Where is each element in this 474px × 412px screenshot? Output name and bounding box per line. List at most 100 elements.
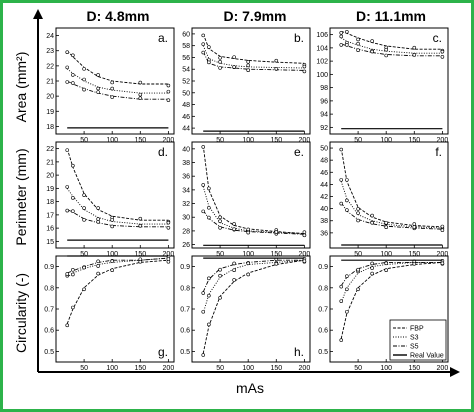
panel-f-ytick-label: 36 <box>320 230 328 237</box>
panel-c-xtick-label: 200 <box>437 137 449 144</box>
panel-a-ytick-label: 18 <box>46 124 54 131</box>
panel-g-ytick-label: 0.5 <box>44 349 54 356</box>
panel-c-ytick-label: 100 <box>316 72 328 79</box>
panel-h-data-point <box>232 268 236 273</box>
panel-c-data-point <box>339 31 344 35</box>
panel-d-xtick-label: 100 <box>106 251 118 258</box>
panel-d-data-point <box>65 148 70 152</box>
panel-a-ytick-label: 20 <box>46 94 54 101</box>
panel-f-frame <box>329 141 449 249</box>
panel-c-xtick-label: 50 <box>354 137 362 144</box>
panel-h: 50 100 150 200 0.5 0.6 0.7 0.8 0.9 h. <box>180 255 311 372</box>
panel-h-data-point <box>246 261 250 266</box>
panel-b-data-point <box>218 55 222 60</box>
column-title-1: D: 4.8mm <box>86 8 149 24</box>
panel-e-ytick-label: 34 <box>182 187 190 194</box>
panel-b-ytick-label: 54 <box>182 67 190 74</box>
panel-d-letter: d. <box>158 145 168 159</box>
panel-d-data-point <box>65 208 70 213</box>
panel-c-data-point <box>440 49 445 54</box>
panel-e-data-point <box>274 230 279 234</box>
panel-h-ytick-label: 0.6 <box>180 328 190 335</box>
panel-i-data-point <box>345 274 349 279</box>
panel-d: 50 100 150 200 15 16 17 18 19 20 21 22 d. <box>46 141 175 258</box>
panel-f: 50 100 150 200 36 38 40 42 44 46 48 50 f. <box>320 141 449 258</box>
panel-a-data-point <box>65 65 70 70</box>
panel-i-ytick-label: 0.7 <box>318 307 328 314</box>
legend-label-s5: S5 <box>410 344 419 351</box>
panel-a-ytick-label: 22 <box>46 63 54 70</box>
panel-a-data-point <box>71 81 75 85</box>
panel-d-frame <box>55 141 175 249</box>
outer-y-axis-arrowhead <box>33 9 43 19</box>
row-title-perimeter: Perimeter (mm) <box>13 148 29 245</box>
panel-c-ytick-label: 96 <box>320 98 328 105</box>
panel-c-data-point <box>412 53 417 57</box>
panel-a-data-point <box>110 80 114 85</box>
panel-c-data-point <box>345 29 349 34</box>
panel-f-data-point <box>370 213 374 218</box>
panel-a-data-point <box>71 53 75 58</box>
panel-d-data-point <box>138 224 143 228</box>
panel-d-ytick-label: 20 <box>46 173 54 180</box>
panel-c-xtick-label: 100 <box>380 137 392 144</box>
panel-e-letter: e. <box>294 145 304 159</box>
panel-a-data-point <box>138 80 143 85</box>
panel-a-data-point <box>166 98 171 102</box>
panel-b-ytick-label: 58 <box>182 43 190 50</box>
panel-h-data-point <box>274 262 279 266</box>
panel-e-data-point <box>232 227 236 232</box>
panel-i-data-point <box>339 284 344 289</box>
panel-c-data-point <box>345 43 349 47</box>
column-title-2: D: 7.9mm <box>223 8 286 24</box>
panel-h-data-point <box>218 273 222 278</box>
panel-d-data-point <box>71 209 75 214</box>
panel-d-ytick-label: 18 <box>46 199 54 206</box>
panel-b-data-point <box>232 55 236 59</box>
panel-b-xtick-label: 150 <box>270 137 282 144</box>
panel-i-ytick-label: 0.6 <box>318 328 328 335</box>
panel-b-data-point <box>246 68 250 73</box>
panel-e-data-point <box>232 222 236 226</box>
panel-d-ytick-label: 22 <box>46 146 54 153</box>
panel-b-xtick-label: 50 <box>216 137 224 144</box>
panel-d-data-point <box>96 220 100 224</box>
panel-c-ytick-label: 106 <box>316 32 328 39</box>
panel-c-data-point <box>339 34 344 39</box>
panel-h-xtick-label: 50 <box>216 365 224 372</box>
panel-f-data-point <box>356 218 360 223</box>
panel-b-data-point <box>201 33 206 38</box>
panel-b-data-point <box>302 64 307 69</box>
panel-a-data-point <box>71 73 75 77</box>
panel-g: 50 100 150 200 0.5 0.6 0.7 0.8 0.9 g. <box>44 254 175 372</box>
panel-e-frame <box>191 141 311 249</box>
panel-f-data-point <box>370 220 374 225</box>
column-title-3: D: 11.1mm <box>356 8 426 24</box>
row-title-area: Area (mm²) <box>13 52 29 123</box>
panel-f-data-point <box>345 198 349 203</box>
panel-d-data-point <box>71 163 75 168</box>
panel-i-xtick-label: 150 <box>408 365 420 372</box>
panel-f-data-point <box>440 228 445 233</box>
panel-i-ytick-label: 0.9 <box>318 264 328 271</box>
panel-f-ytick-label: 38 <box>320 218 328 225</box>
panel-e-ytick-label: 26 <box>182 242 190 249</box>
panel-a-xtick-label: 100 <box>106 137 118 144</box>
panel-a-ytick-label: 21 <box>46 79 54 86</box>
panel-b-frame <box>191 27 311 135</box>
panel-c-ytick-label: 98 <box>320 85 328 92</box>
panel-e-xtick-label: 50 <box>216 251 224 258</box>
panel-b-data-point <box>302 69 307 74</box>
panel-b-data-point <box>207 60 211 65</box>
panel-g-ytick-label: 0.6 <box>44 328 54 335</box>
panel-i-data-point <box>339 299 344 303</box>
panel-b-data-point <box>232 65 236 69</box>
panel-b-ytick-label: 50 <box>182 90 190 97</box>
panel-g-ytick-label: 0.9 <box>44 264 54 271</box>
panel-g-data-point <box>96 259 100 264</box>
panel-e-ytick-label: 38 <box>182 160 190 167</box>
panel-a-data-point <box>96 86 100 91</box>
panel-c-data-point <box>384 47 388 52</box>
